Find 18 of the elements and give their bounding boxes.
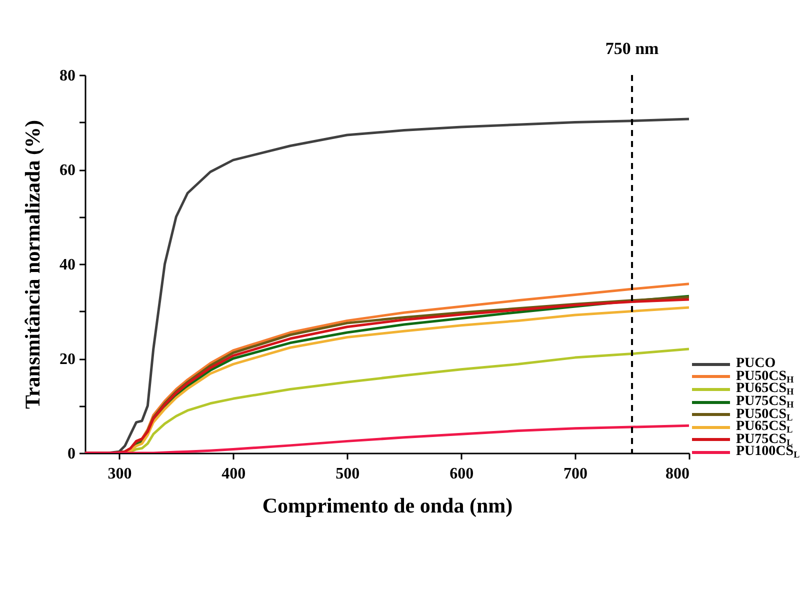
x-tick-label: 700	[564, 466, 588, 482]
x-tick-label: 400	[222, 466, 246, 482]
x-tick-label: 300	[108, 466, 132, 482]
y-tick-label: 20	[60, 351, 76, 368]
x-tick-label: 600	[450, 466, 474, 482]
y-tick-label: 0	[68, 446, 76, 462]
x-axis-title: Comprimento de onda (nm)	[262, 494, 513, 518]
y-tick-label: 60	[60, 162, 76, 179]
x-tick-label: 500	[336, 466, 360, 482]
legend-label: PU75CS$_{H}$	[736, 394, 794, 410]
ref-line-label: 750 nm	[605, 39, 659, 58]
legend-label: PUCO	[736, 356, 776, 372]
legend-label: PU100CS$_{L}$	[736, 444, 800, 460]
legend-label: PU65CS$_{L}$	[736, 419, 793, 435]
y-axis-title: Transmitância normalizada (%)	[20, 120, 44, 409]
y-tick-label: 80	[60, 68, 76, 84]
x-tick-label: 800	[666, 466, 690, 482]
y-tick-label: 40	[60, 256, 76, 274]
